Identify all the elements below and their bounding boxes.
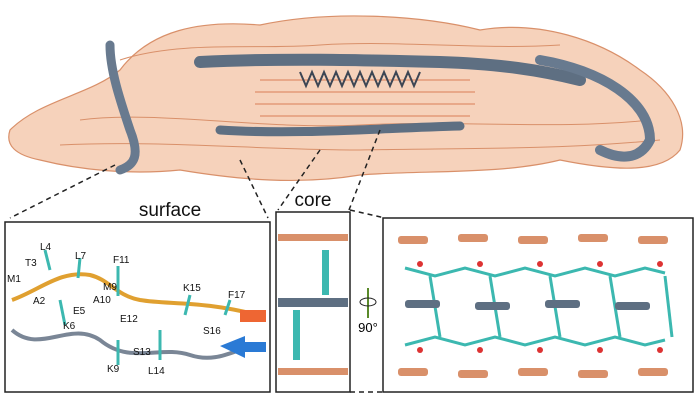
residue-label: E12: [120, 314, 138, 325]
marker-red: [240, 310, 266, 322]
zoom-lines: [9, 129, 386, 393]
residue-label: A2: [33, 296, 46, 307]
residue-label: S16: [203, 326, 221, 337]
core-title: core: [295, 190, 332, 211]
residue-label: K6: [63, 321, 76, 332]
strand: [278, 368, 348, 375]
residue-label: L14: [148, 366, 165, 377]
side-chains: [43, 249, 232, 365]
residue-label: K15: [183, 283, 201, 294]
residue-label: A10: [93, 295, 111, 306]
side-chain: [322, 250, 329, 295]
residue-label: E5: [73, 306, 86, 317]
side-chain: [293, 310, 300, 360]
residue-label: F11: [113, 255, 130, 266]
surface-title: surface: [139, 200, 201, 221]
residue-label: L4: [40, 242, 52, 253]
rotation-label: 90°: [358, 320, 378, 335]
residue-label: M1: [7, 274, 21, 285]
backbone-gray: [10, 328, 263, 360]
arrow-blue: [220, 336, 266, 358]
residue-label: T3: [25, 258, 37, 269]
fibril-structure: [8, 15, 684, 182]
rotation-arrow: [359, 297, 377, 307]
residue-label: K9: [107, 364, 120, 375]
residue-label: F17: [228, 290, 246, 301]
strand: [278, 298, 348, 307]
residue-label: S13: [133, 347, 151, 358]
sheet-view: [398, 234, 674, 378]
residue-label: L7: [75, 251, 87, 262]
strand: [278, 234, 348, 241]
residue-label: M9: [103, 282, 117, 293]
